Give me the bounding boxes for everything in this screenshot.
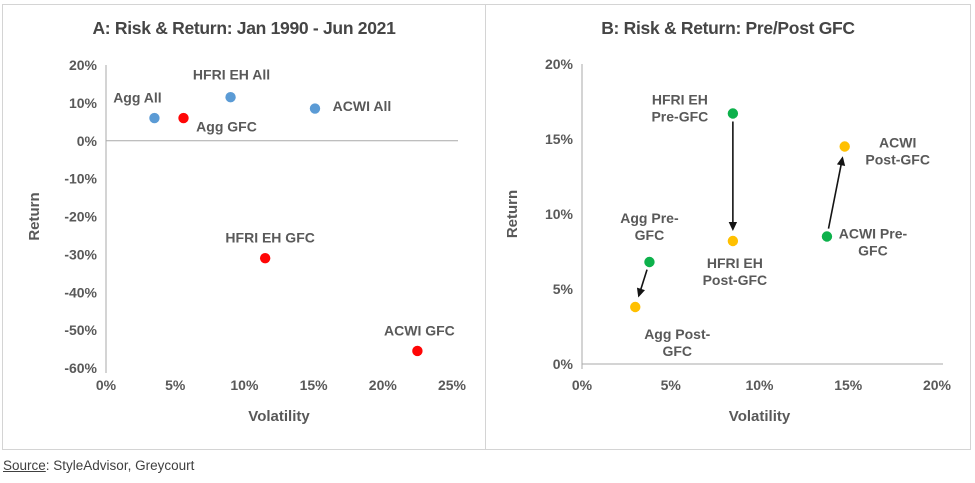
agg-post-gfc-label: Agg Post- bbox=[644, 326, 710, 342]
agg-post-gfc-label: GFC bbox=[662, 343, 692, 359]
risk-return-figure: A: Risk & Return: Jan 1990 - Jun 2021 20… bbox=[2, 4, 971, 450]
hfri-eh-all-label: HFRI EH All bbox=[193, 67, 270, 83]
arrowhead-acwi-post-gfc bbox=[836, 156, 846, 166]
hfri-eh-post-gfc-label: Post-GFC bbox=[703, 272, 768, 288]
x-tick-label: 20% bbox=[369, 377, 398, 393]
y-tick-label: 0% bbox=[77, 133, 98, 149]
y-axis-title: Return bbox=[504, 190, 521, 238]
hfri-eh-post-gfc-label: HFRI EH bbox=[707, 255, 763, 271]
x-tick-label: 10% bbox=[745, 377, 774, 393]
hfri-eh-pre-gfc-label: HFRI EH bbox=[652, 92, 708, 108]
acwi-gfc-label: ACWI GFC bbox=[384, 322, 455, 338]
panel-b-scatter-plot: 20% 15% 10% 5% 0% 0% 5% 10% 15% 20% Volatility Retu… bbox=[504, 56, 952, 425]
x-axis-title: Volatility bbox=[248, 408, 310, 425]
agg-gfc-label: Agg GFC bbox=[196, 119, 257, 135]
agg-pre-gfc-point bbox=[644, 256, 655, 268]
y-tick-label: -10% bbox=[64, 171, 97, 187]
y-axis-title: Return bbox=[26, 192, 43, 240]
agg-pre-gfc-label: Agg Pre- bbox=[620, 210, 679, 226]
hfri-eh-post-gfc-point bbox=[727, 235, 739, 247]
x-tick-label: 15% bbox=[834, 377, 863, 393]
y-tick-label: 5% bbox=[553, 281, 574, 297]
x-tick-label: 0% bbox=[572, 377, 593, 393]
x-tick-label: 15% bbox=[300, 377, 329, 393]
acwi-gfc-point bbox=[412, 345, 423, 357]
agg-all-label: Agg All bbox=[113, 90, 161, 106]
acwi-post-gfc-point bbox=[839, 141, 850, 152]
hfri-eh-gfc-point bbox=[259, 252, 271, 264]
y-tick-label: -40% bbox=[64, 284, 97, 300]
arrow-agg-pre-gfc-to-agg-post-gfc bbox=[639, 269, 648, 292]
agg-gfc-point bbox=[178, 112, 189, 124]
arrow-acwi-pre-gfc-to-acwi-post-gfc bbox=[827, 163, 843, 229]
acwi-pre-gfc-label: GFC bbox=[858, 243, 888, 259]
acwi-all-point bbox=[309, 103, 321, 114]
y-tick-label: 20% bbox=[69, 57, 98, 73]
x-tick-label: 25% bbox=[438, 377, 467, 393]
arrowhead-hfri-eh-post-gfc bbox=[728, 222, 738, 231]
acwi-pre-gfc-point bbox=[821, 231, 833, 242]
source-label: Source bbox=[3, 458, 46, 473]
panel-a-title: A: Risk & Return: Jan 1990 - Jun 2021 bbox=[92, 18, 396, 38]
x-tick-label: 20% bbox=[923, 377, 952, 393]
y-tick-label: -50% bbox=[64, 322, 97, 338]
acwi-pre-gfc-label: ACWI Pre- bbox=[839, 226, 908, 242]
y-tick-label: -20% bbox=[64, 209, 97, 225]
hfri-eh-all-point bbox=[225, 91, 236, 103]
y-tick-label: 0% bbox=[553, 356, 574, 372]
y-tick-label: 15% bbox=[545, 131, 574, 147]
x-tick-label: 10% bbox=[230, 377, 259, 393]
y-tick-label: -30% bbox=[64, 246, 97, 262]
x-axis-title: Volatility bbox=[729, 408, 791, 425]
acwi-all-label: ACWI All bbox=[333, 98, 392, 114]
hfri-eh-pre-gfc-point bbox=[727, 108, 739, 119]
y-tick-label: 20% bbox=[545, 56, 574, 72]
panel-a-scatter-plot: 20%10%0%-10%-20%-30%-40%-50%-60%0% 5% 10% 1… bbox=[26, 57, 467, 425]
y-tick-label: 10% bbox=[69, 95, 98, 111]
agg-post-gfc-point bbox=[630, 301, 641, 313]
hfri-eh-pre-gfc-label: Pre-GFC bbox=[651, 109, 708, 125]
source-note: Source: StyleAdvisor, Greycourt bbox=[3, 458, 194, 473]
x-tick-label: 0% bbox=[96, 377, 117, 393]
y-tick-label: 10% bbox=[545, 206, 574, 222]
panel-b: B: Risk & Return: Pre/Post GFC 20% 15% 10%… bbox=[486, 4, 971, 450]
panel-b-title: B: Risk & Return: Pre/Post GFC bbox=[601, 18, 855, 38]
hfri-eh-gfc-label: HFRI EH GFC bbox=[225, 230, 314, 246]
y-tick-label: -60% bbox=[64, 360, 97, 376]
acwi-post-gfc-label: ACWI bbox=[879, 135, 916, 151]
source-text: : StyleAdvisor, Greycourt bbox=[45, 458, 195, 473]
acwi-post-gfc-label: Post-GFC bbox=[865, 152, 930, 168]
agg-pre-gfc-label: GFC bbox=[635, 227, 665, 243]
agg-all-point bbox=[149, 112, 160, 124]
x-tick-label: 5% bbox=[661, 377, 682, 393]
x-tick-label: 5% bbox=[165, 377, 186, 393]
panel-a: A: Risk & Return: Jan 1990 - Jun 2021 20… bbox=[2, 4, 486, 450]
arrowhead-agg-post-gfc bbox=[636, 287, 645, 298]
